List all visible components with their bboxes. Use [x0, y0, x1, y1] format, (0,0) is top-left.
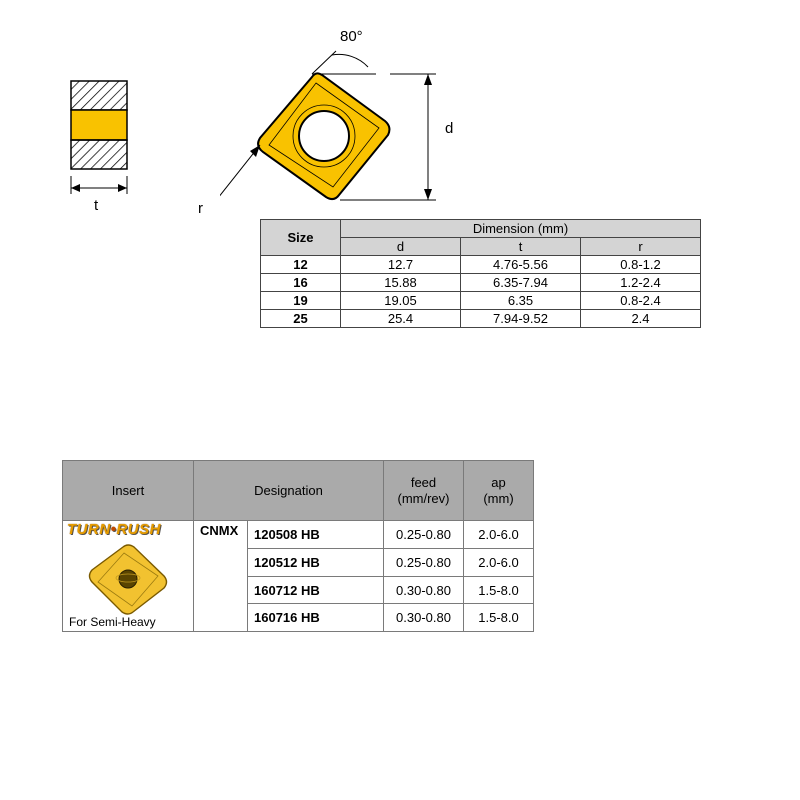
- cell: 0.8-1.2: [581, 256, 701, 274]
- table-row: 25 25.4 7.94-9.52 2.4: [261, 310, 701, 328]
- col-d: d: [341, 238, 461, 256]
- cell: 0.8-2.4: [581, 292, 701, 310]
- table-row: TURN•RUSH For Semi-Heavy CNMX 120508 HB: [63, 521, 534, 549]
- cell: 1.2-2.4: [581, 274, 701, 292]
- cell: 15.88: [341, 274, 461, 292]
- col-feed: feed (mm/rev): [384, 461, 464, 521]
- cell: 2.4: [581, 310, 701, 328]
- col-dim-group: Dimension (mm): [341, 220, 701, 238]
- designation-code: 120512 HB: [248, 548, 384, 576]
- feed-value: 0.30-0.80: [384, 576, 464, 604]
- insert-side-view: [70, 80, 128, 170]
- insert-top-view: [220, 35, 470, 238]
- ap-value: 2.0-6.0: [464, 521, 534, 549]
- table-row: 16 15.88 6.35-7.94 1.2-2.4: [261, 274, 701, 292]
- cell: 19: [261, 292, 341, 310]
- feed-value: 0.25-0.80: [384, 521, 464, 549]
- designation-code: 160712 HB: [248, 576, 384, 604]
- ap-value: 1.5-8.0: [464, 604, 534, 632]
- cell: 12: [261, 256, 341, 274]
- feed-value: 0.25-0.80: [384, 548, 464, 576]
- table-row: 19 19.05 6.35 0.8-2.4: [261, 292, 701, 310]
- cell: 12.7: [341, 256, 461, 274]
- insert-thumbnail: TURN•RUSH For Semi-Heavy: [63, 521, 193, 631]
- cell: 6.35-7.94: [461, 274, 581, 292]
- dimension-table: Size Dimension (mm) d t r 12 12.7 4.76-5…: [260, 219, 701, 328]
- cell: 25: [261, 310, 341, 328]
- designation-prefix: CNMX: [194, 521, 248, 632]
- col-insert: Insert: [63, 461, 194, 521]
- dim-t-bracket: [70, 176, 128, 203]
- page-canvas: t 80° d r: [0, 0, 800, 800]
- table-row: Insert Designation feed (mm/rev) ap (mm): [63, 461, 534, 521]
- dim-r-label: r: [198, 200, 203, 217]
- cell: 25.4: [341, 310, 461, 328]
- table-row: Size Dimension (mm): [261, 220, 701, 238]
- col-designation: Designation: [194, 461, 384, 521]
- ap-value: 2.0-6.0: [464, 548, 534, 576]
- dim-t-label: t: [94, 197, 98, 214]
- designation-code: 120508 HB: [248, 521, 384, 549]
- cell: 6.35: [461, 292, 581, 310]
- cell: 7.94-9.52: [461, 310, 581, 328]
- designation-code: 160716 HB: [248, 604, 384, 632]
- cell: 4.76-5.56: [461, 256, 581, 274]
- dim-d-label: d: [445, 120, 453, 137]
- col-t: t: [461, 238, 581, 256]
- insert-image-cell: TURN•RUSH For Semi-Heavy: [63, 521, 194, 632]
- cell: 16: [261, 274, 341, 292]
- table-row: 12 12.7 4.76-5.56 0.8-1.2: [261, 256, 701, 274]
- angle-label: 80°: [340, 28, 363, 45]
- col-r: r: [581, 238, 701, 256]
- feed-value: 0.30-0.80: [384, 604, 464, 632]
- for-semi-heavy-label: For Semi-Heavy: [69, 615, 156, 629]
- ap-value: 1.5-8.0: [464, 576, 534, 604]
- cell: 19.05: [341, 292, 461, 310]
- col-size: Size: [261, 220, 341, 256]
- spec-table: Insert Designation feed (mm/rev) ap (mm)…: [62, 460, 534, 632]
- col-ap: ap (mm): [464, 461, 534, 521]
